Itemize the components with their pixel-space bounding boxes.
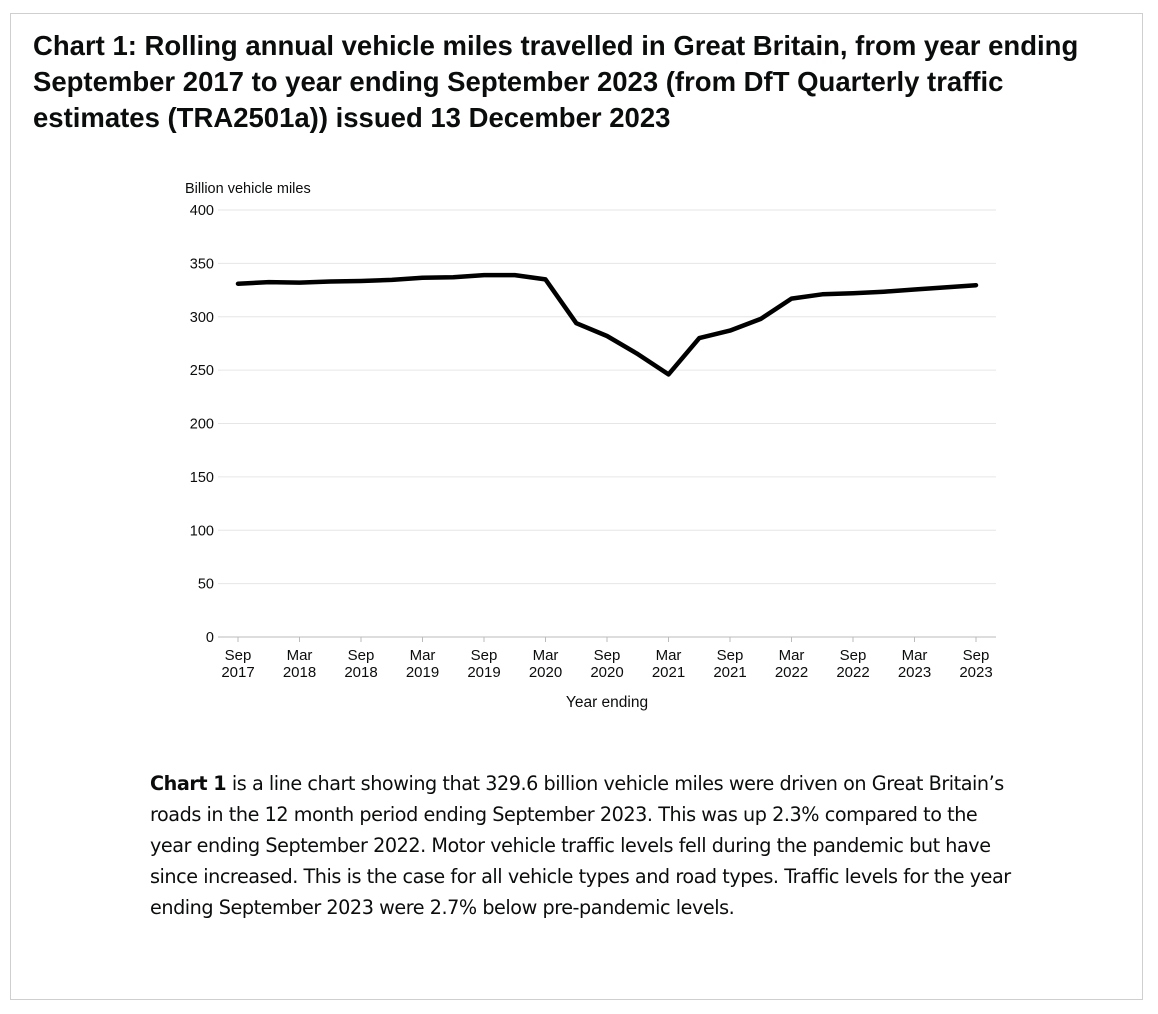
chart-container bbox=[10, 13, 1143, 1000]
y-tick-label: 0 bbox=[206, 630, 214, 646]
y-tick-label: 350 bbox=[190, 256, 214, 272]
data-point bbox=[636, 352, 640, 356]
data-point bbox=[851, 291, 855, 295]
data-point bbox=[943, 285, 947, 289]
data-point bbox=[236, 282, 240, 286]
x-tick-label: Mar 2023 bbox=[898, 647, 931, 681]
data-point bbox=[390, 278, 394, 282]
chart-description: Chart 1 is a line chart showing that 329… bbox=[150, 768, 1020, 923]
data-point bbox=[482, 273, 486, 277]
description-text: is a line chart showing that 329.6 billi… bbox=[150, 772, 1011, 919]
x-tick-label: Mar 2020 bbox=[529, 647, 562, 681]
data-point bbox=[605, 334, 609, 338]
data-point bbox=[451, 275, 455, 279]
data-point bbox=[544, 277, 547, 281]
y-tick-label: 400 bbox=[190, 203, 214, 219]
x-axis-label: Year ending bbox=[566, 694, 648, 711]
series-line-0 bbox=[235, 272, 979, 377]
data-point bbox=[513, 273, 517, 277]
y-tick-label: 250 bbox=[190, 363, 214, 379]
data-point bbox=[298, 281, 301, 285]
x-tick-label: Sep 2021 bbox=[713, 647, 746, 681]
data-point bbox=[759, 317, 763, 321]
x-tick-label: Sep 2017 bbox=[221, 647, 254, 681]
description-lead: Chart 1 bbox=[150, 772, 227, 795]
data-point bbox=[359, 279, 363, 283]
x-tick-label: Sep 2020 bbox=[590, 647, 623, 681]
x-tick-label: Mar 2021 bbox=[652, 647, 685, 681]
y-tick-label: 100 bbox=[190, 523, 214, 539]
x-tick-label: Mar 2018 bbox=[283, 647, 316, 681]
y-axis-label: Billion vehicle miles bbox=[185, 181, 311, 197]
data-point bbox=[267, 280, 271, 284]
x-tick-label: Sep 2023 bbox=[959, 647, 992, 681]
data-point bbox=[574, 321, 578, 325]
y-tick-label: 50 bbox=[198, 577, 214, 593]
data-point bbox=[421, 276, 424, 280]
chart-title: Chart 1: Rolling annual vehicle miles tr… bbox=[33, 30, 1079, 133]
y-tick-label: 200 bbox=[190, 417, 214, 433]
data-point bbox=[697, 336, 701, 340]
data-point bbox=[667, 372, 670, 376]
x-tick-label: Mar 2019 bbox=[406, 647, 439, 681]
y-tick-label: 150 bbox=[190, 470, 214, 486]
x-tick-label: Sep 2022 bbox=[836, 647, 869, 681]
y-tick-label: 300 bbox=[190, 310, 214, 326]
data-point bbox=[790, 297, 793, 301]
data-point bbox=[728, 329, 732, 333]
data-point bbox=[820, 292, 824, 296]
x-tick-label: Sep 2018 bbox=[344, 647, 377, 681]
data-point bbox=[882, 290, 886, 294]
data-point bbox=[974, 283, 978, 287]
x-tick-label: Mar 2022 bbox=[775, 647, 808, 681]
data-point bbox=[328, 280, 332, 284]
data-point bbox=[913, 288, 916, 292]
x-tick-label: Sep 2019 bbox=[467, 647, 500, 681]
